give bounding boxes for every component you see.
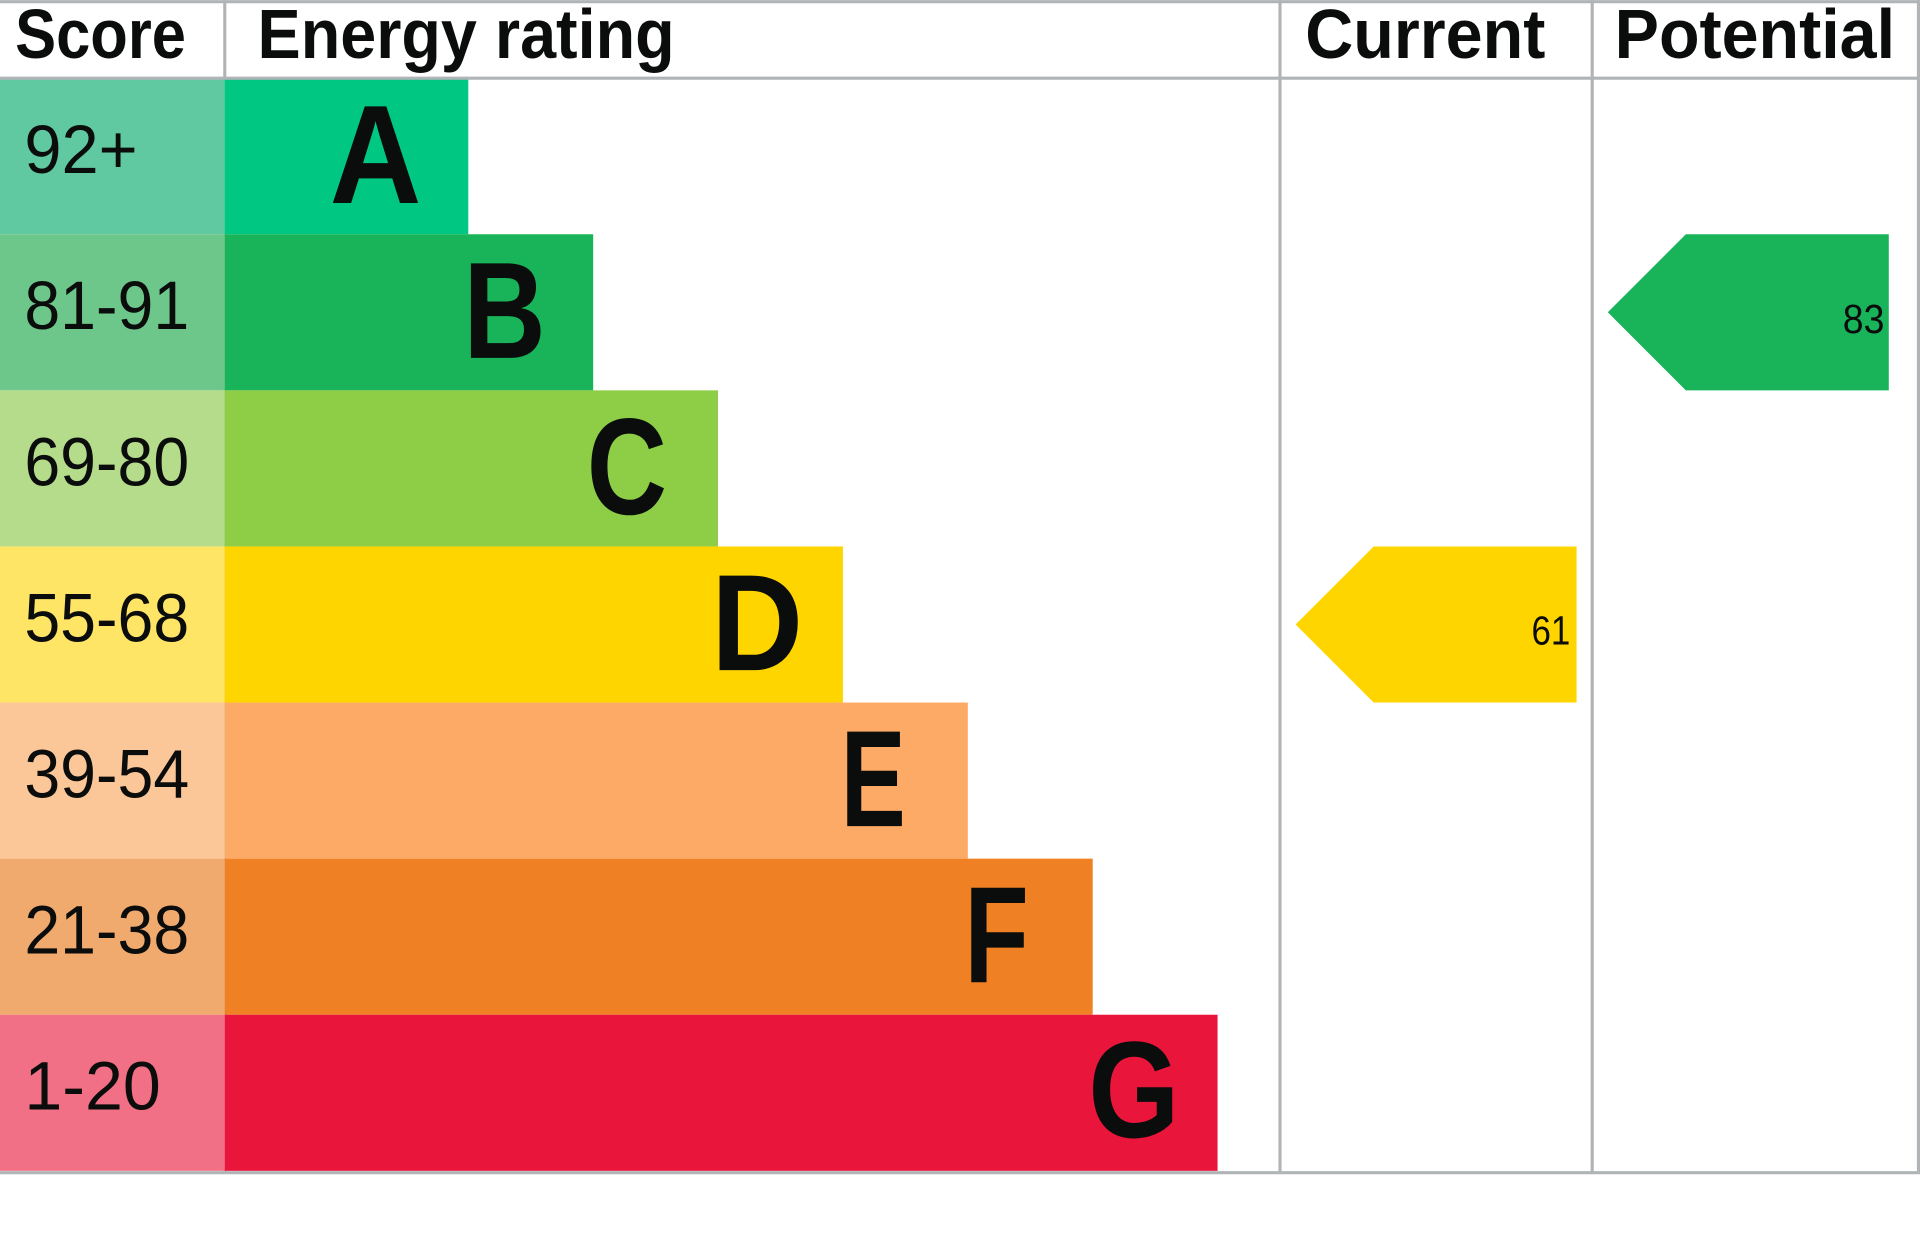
svg-text:Energy rating: Energy rating [258,0,675,73]
svg-text:Current: Current [1305,0,1545,73]
svg-text:Potential: Potential [1615,0,1895,73]
svg-text:G: G [1088,1014,1179,1167]
svg-text:1-20: 1-20 [24,1048,160,1125]
svg-text:F: F [964,859,1029,1012]
svg-text:21-38: 21-38 [24,892,189,969]
svg-text:A: A [330,76,422,233]
svg-text:C: C [587,391,667,544]
svg-text:55-68: 55-68 [24,579,189,656]
svg-text:Score: Score [15,0,186,73]
svg-text:92+: 92+ [24,111,137,188]
svg-text:69-80: 69-80 [24,423,189,500]
svg-text:B: B [463,235,545,388]
svg-text:39-54: 39-54 [24,735,189,812]
svg-text:83: 83 [1843,296,1885,342]
svg-text:E: E [841,703,906,856]
svg-text:61: 61 [1531,608,1570,654]
svg-text:D: D [711,547,803,700]
svg-text:81-91: 81-91 [24,267,189,344]
